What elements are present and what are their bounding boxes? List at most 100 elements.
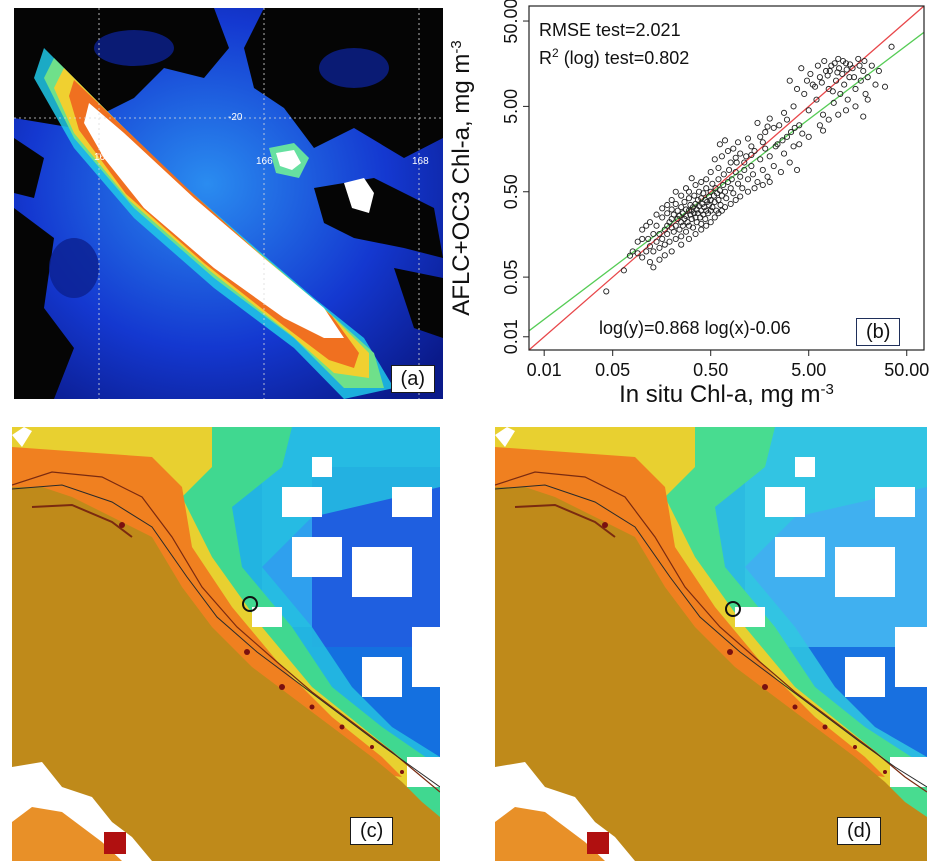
data-point	[793, 85, 801, 93]
data-point	[678, 233, 685, 240]
x-tick-label: 5.00	[791, 360, 826, 380]
data-point	[672, 188, 679, 195]
data-point	[751, 185, 758, 192]
data-point	[674, 207, 681, 214]
data-point	[661, 241, 668, 248]
x-tick-label: 0.05	[595, 360, 630, 380]
y-tick-label: 0.05	[501, 260, 521, 295]
data-point	[787, 129, 795, 136]
data-point	[707, 219, 714, 226]
data-point	[682, 206, 690, 213]
data-point	[864, 74, 871, 81]
data-point	[748, 151, 755, 158]
data-point	[798, 65, 805, 72]
data-point	[716, 141, 723, 148]
data-point	[664, 210, 671, 217]
data-point	[857, 77, 864, 84]
data-point	[720, 181, 727, 189]
data-point	[695, 188, 703, 195]
data-point	[650, 230, 657, 238]
data-point	[707, 169, 714, 176]
data-point	[678, 241, 685, 248]
data-point	[790, 143, 797, 150]
data-point	[726, 166, 733, 174]
data-point	[700, 190, 707, 197]
satellite-image: -20 164 166 168	[14, 8, 443, 399]
data-point	[728, 176, 735, 183]
x-tick-label: 0.01	[527, 360, 562, 380]
data-point	[834, 69, 841, 76]
data-point	[846, 61, 854, 68]
data-point	[643, 222, 650, 229]
data-point	[694, 196, 701, 204]
panel-c-label: (c)	[350, 817, 394, 845]
data-point	[737, 193, 744, 200]
data-point	[730, 145, 737, 152]
data-point	[691, 192, 698, 199]
data-point	[688, 175, 695, 182]
data-point	[698, 226, 705, 233]
data-point	[819, 111, 827, 118]
data-point	[727, 200, 734, 207]
data-point	[681, 215, 688, 223]
data-point	[718, 192, 725, 199]
data-point	[727, 159, 734, 166]
data-point	[668, 196, 675, 204]
data-point	[718, 207, 725, 214]
data-point	[704, 198, 711, 205]
data-point	[856, 62, 863, 69]
data-point	[626, 252, 634, 259]
panel-d-label: (d)	[837, 817, 882, 845]
y-tick-label: 50.00	[501, 0, 521, 44]
data-point	[711, 198, 718, 205]
data-point	[653, 211, 660, 218]
data-point	[721, 188, 729, 195]
data-point	[780, 150, 788, 157]
panel-d-chlorophyll-map: (d)	[495, 427, 927, 861]
data-point	[799, 130, 806, 137]
data-point	[805, 133, 812, 140]
data-point	[843, 66, 850, 73]
graticule-label-168: 168	[412, 156, 429, 167]
data-point	[818, 79, 825, 86]
data-point	[656, 256, 663, 263]
data-point	[659, 214, 666, 221]
data-point	[842, 107, 850, 114]
data-point	[692, 230, 699, 238]
data-point	[796, 141, 803, 148]
data-point	[685, 235, 693, 242]
data-point	[682, 212, 690, 220]
data-point	[770, 124, 777, 131]
data-point	[757, 133, 764, 140]
data-point	[829, 88, 836, 95]
data-point	[811, 83, 819, 90]
data-point	[723, 195, 730, 202]
station-marker-circle	[242, 596, 258, 612]
data-point	[783, 133, 791, 140]
data-point	[831, 60, 838, 67]
x-axis-label: In situ Chl-a, mg m-3	[619, 381, 834, 409]
data-point	[687, 211, 694, 218]
data-point	[855, 55, 862, 62]
data-point	[653, 222, 660, 229]
data-point	[670, 228, 677, 235]
y-tick-label: 5.00	[501, 89, 521, 124]
data-point	[862, 90, 869, 97]
data-point	[821, 57, 828, 65]
data-point	[764, 173, 771, 180]
data-point	[875, 67, 882, 75]
data-point	[646, 259, 654, 266]
data-point	[786, 159, 793, 166]
data-point	[759, 139, 766, 146]
data-point	[816, 122, 823, 129]
data-point	[672, 222, 679, 229]
data-point	[653, 238, 660, 245]
data-point	[724, 147, 732, 155]
data-point	[762, 145, 769, 152]
data-point	[639, 226, 646, 233]
data-point	[698, 178, 705, 186]
data-point	[674, 215, 681, 223]
data-point	[715, 176, 722, 183]
regression-equation: log(y)=0.868 log(x)-0.06	[599, 318, 791, 338]
data-point	[739, 185, 746, 192]
